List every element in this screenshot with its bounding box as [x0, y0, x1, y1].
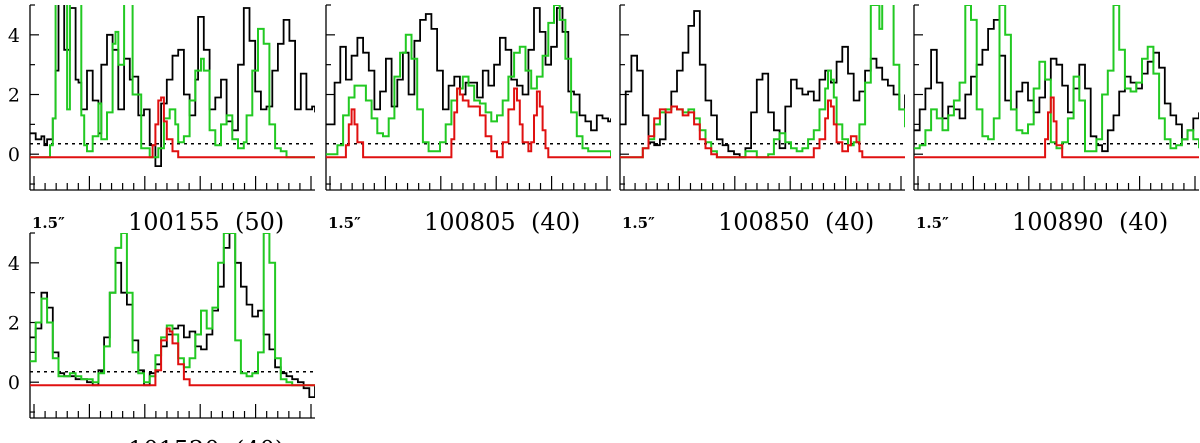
width-label: (40) [531, 208, 580, 236]
beam-label: 1.5″ [328, 214, 361, 232]
series-total-model [30, 233, 315, 387]
y-tick-label: 0 [8, 144, 20, 166]
series-observed [326, 7, 611, 132]
frequency-label: 100805 [424, 208, 516, 236]
series-species-model [914, 96, 1199, 159]
frequency-label: 100850 [718, 208, 810, 236]
series-species-model [326, 87, 611, 159]
panel-100850: 1.5″ 100850 (40) [619, 4, 905, 236]
width-label: (50) [235, 208, 284, 236]
beam-label: 1.5″ [622, 214, 655, 232]
y-tick-label: 2 [8, 313, 20, 335]
width-label: (40) [1119, 208, 1168, 236]
series-total-model [326, 5, 611, 158]
series-species-model [30, 96, 315, 159]
panel-100805: 1.5″ 100805 (40) [325, 4, 611, 236]
frequency-label: 101520 [128, 436, 220, 443]
y-tick-label: 4 [8, 25, 20, 47]
frequency-label: 100155 [128, 208, 220, 236]
y-tick-label: 0 [8, 372, 20, 394]
series-species-model [30, 327, 315, 387]
y-tick-label: 4 [8, 253, 20, 275]
panel-100155: 0 2 4 1.5″ 100155 (50) [8, 4, 315, 236]
beam-label: 1.5″ [916, 214, 949, 232]
beam-label: 1.5″ [32, 214, 65, 232]
y-tick-label: 2 [8, 85, 20, 107]
frequency-label: 100890 [1012, 208, 1104, 236]
width-label: (40) [825, 208, 874, 236]
series-observed [620, 10, 905, 159]
panel-100890: 1.5″ 100890 (40) [913, 4, 1199, 236]
series-observed [30, 5, 315, 167]
series-species-model [620, 99, 905, 159]
width-label: (40) [235, 436, 284, 443]
series-total-model [30, 5, 315, 159]
